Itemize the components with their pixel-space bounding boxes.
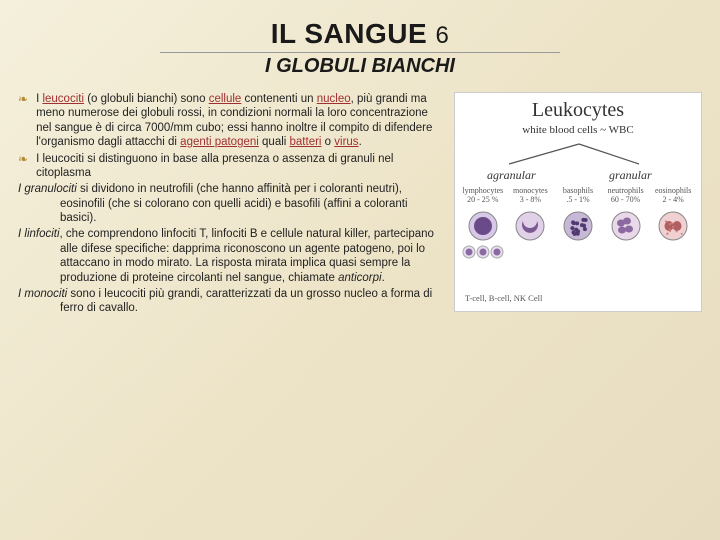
link-cellule[interactable]: cellule	[209, 93, 242, 105]
cell-row: lymphocytes20 - 25 %monocytes3 - 8%basop…	[459, 187, 697, 263]
diagram-column: Leukocytes white blood cells ~ WBC agran…	[454, 92, 702, 318]
tcell-note: T-cell, B-cell, NK Cell	[459, 293, 697, 303]
sub-cells	[461, 243, 505, 261]
para-linfociti: I linfociti, che comprendono linfociti T…	[18, 227, 444, 285]
cell-pct: .5 - 1%	[554, 196, 602, 205]
cell-col: basophils.5 - 1%	[554, 187, 602, 263]
branch-granular: granular	[564, 168, 697, 183]
content-area: ❧ I leucociti (o globuli bianchi) sono c…	[0, 78, 720, 318]
para-em: anticorpi	[338, 272, 381, 284]
cell-pct: 60 - 70%	[602, 196, 650, 205]
cell-col: eosinophils2 - 4%	[649, 187, 697, 263]
cell-pct: 3 - 8%	[507, 196, 555, 205]
cell-icon	[513, 209, 547, 243]
branch-svg	[459, 142, 699, 168]
link-batteri[interactable]: batteri	[290, 136, 322, 148]
bullet-2: ❧ I leucociti si distinguono in base all…	[18, 152, 444, 181]
para-lead: I granulociti	[18, 183, 77, 195]
para-monociti: I monociti sono i leucociti più grandi, …	[18, 287, 444, 316]
link-leucociti[interactable]: leucociti	[42, 93, 84, 105]
bullet-1: ❧ I leucociti (o globuli bianchi) sono c…	[18, 92, 444, 150]
para-granulociti: I granulociti si dividono in neutrofili …	[18, 182, 444, 225]
link-agenti-patogeni[interactable]: agenti patogeni	[180, 136, 259, 148]
leukocytes-diagram: Leukocytes white blood cells ~ WBC agran…	[454, 92, 702, 312]
bullet-1-text: I leucociti (o globuli bianchi) sono cel…	[36, 92, 444, 150]
page-title: IL SANGUE 6	[0, 18, 720, 50]
title-block: IL SANGUE 6 I GLOBULI BIANCHI	[0, 0, 720, 78]
cell-icon	[561, 209, 595, 243]
branch-labels: agranular granular	[459, 168, 697, 183]
cell-pct: 2 - 4%	[649, 196, 697, 205]
cell-col: monocytes3 - 8%	[507, 187, 555, 263]
bullet-2-text: I leucociti si distinguono in base alla …	[36, 152, 444, 181]
cell-pct: 20 - 25 %	[459, 196, 507, 205]
link-nucleo[interactable]: nucleo	[317, 93, 351, 105]
para-lead: I linfociti	[18, 228, 60, 240]
cell-icon	[609, 209, 643, 243]
bullet-icon: ❧	[18, 152, 28, 181]
cell-col: neutrophils60 - 70%	[602, 187, 650, 263]
branch-lines	[459, 142, 697, 168]
diagram-subtitle: white blood cells ~ WBC	[459, 124, 697, 136]
cell-col: lymphocytes20 - 25 %	[459, 187, 507, 263]
text-column: ❧ I leucociti (o globuli bianchi) sono c…	[18, 92, 444, 318]
page-subtitle: I GLOBULI BIANCHI	[160, 52, 560, 78]
title-main: IL SANGUE	[271, 18, 427, 49]
cell-icon	[656, 209, 690, 243]
cell-icon	[466, 209, 500, 243]
bullet-icon: ❧	[18, 92, 28, 150]
link-virus[interactable]: virus	[334, 136, 358, 148]
branch-agranular: agranular	[459, 168, 564, 183]
para-lead: I monociti	[18, 288, 67, 300]
title-num: 6	[435, 22, 449, 49]
diagram-title: Leukocytes	[459, 99, 697, 122]
